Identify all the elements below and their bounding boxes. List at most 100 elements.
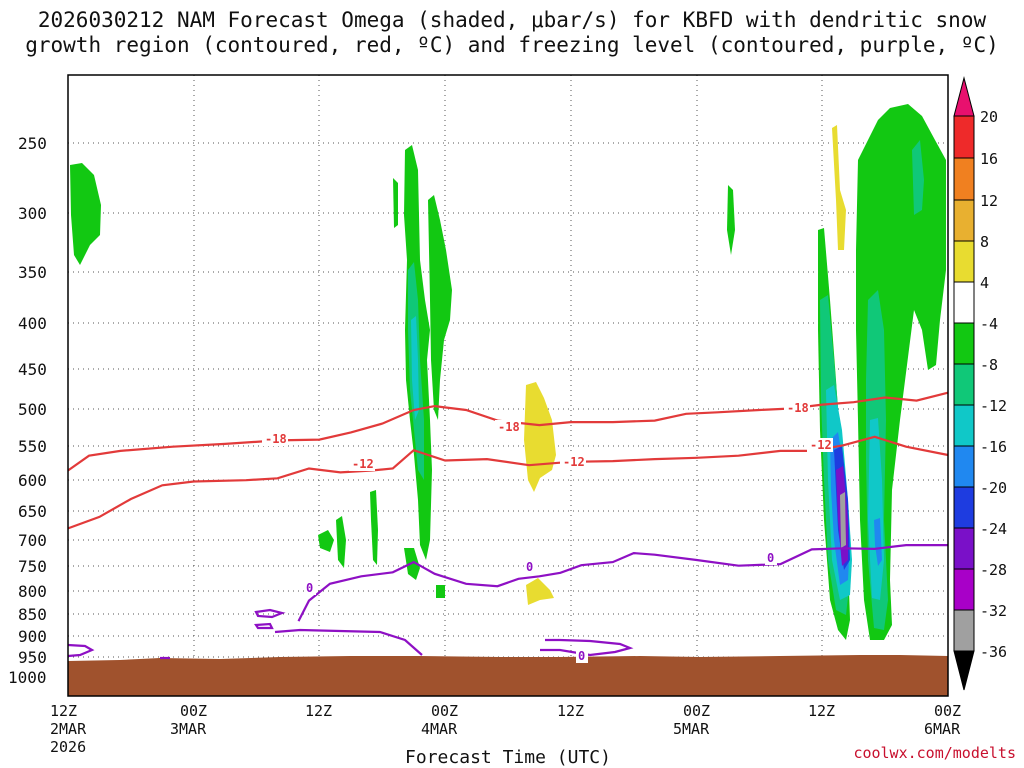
- colorbar-label: 8: [980, 233, 989, 251]
- y-tick-label: 900: [18, 627, 47, 646]
- colorbar-label: -28: [980, 561, 1007, 579]
- colorbar-label: -4: [980, 315, 998, 333]
- omega-region-teal-upper: [912, 140, 924, 215]
- x-axis: 12Z 2MAR 2026 00Z 3MAR 12Z 00Z 4MAR 12Z …: [50, 702, 961, 768]
- contour-label-minus12-c: -12: [810, 438, 832, 452]
- colorbar-label: -12: [980, 397, 1007, 415]
- colorbar-box-2: [953, 157, 975, 201]
- y-tick-label: 450: [18, 360, 47, 379]
- x-tick-label: 12Z: [50, 702, 77, 720]
- y-tick-label: 500: [18, 400, 47, 419]
- x-tick-label: 12Z: [305, 702, 332, 720]
- x-tick-label: 4MAR: [421, 720, 458, 738]
- y-tick-label: 550: [18, 437, 47, 456]
- colorbar-top-arrow: [953, 76, 975, 117]
- colorbar-label: -20: [980, 479, 1007, 497]
- colorbar-box-10: [953, 486, 975, 529]
- contour-line-2: [67, 435, 949, 530]
- chart-title-line-1: 2026030212 NAM Forecast Omega (shaded, μ…: [37, 8, 987, 32]
- colorbar-box-3: [953, 199, 975, 242]
- colorbar-box-7: [953, 363, 975, 406]
- omega-region-yellow-5mar-upper: [832, 125, 846, 250]
- colorbar-box-5: [953, 281, 975, 324]
- omega-region-green-early: [70, 163, 101, 265]
- contour-label-minus12-b: -12: [563, 455, 585, 469]
- contour-label-minus12-a: -12: [352, 457, 374, 471]
- x-tick-label: 00Z: [934, 702, 961, 720]
- y-tick-label: 400: [18, 314, 47, 333]
- omega-region-yellow-4mar-low: [526, 578, 554, 605]
- x-tick-label: 12Z: [557, 702, 584, 720]
- contour-label-zero-d: 0: [578, 649, 585, 663]
- colorbar-label: 16: [980, 150, 998, 168]
- x-tick-label: 2026: [50, 738, 86, 756]
- y-tick-label: 750: [18, 557, 47, 576]
- colorbar-box-9: [953, 445, 975, 488]
- colorbar-box-13: [953, 609, 975, 652]
- y-tick-label: 350: [18, 263, 47, 282]
- contour-label-minus18-b: -18: [498, 420, 520, 434]
- colorbar-label: -8: [980, 356, 998, 374]
- contour-label-zero-a: 0: [306, 581, 313, 595]
- credit-link[interactable]: coolwx.com/modelts: [853, 744, 1016, 762]
- omega-region-green-small-2: [336, 516, 346, 568]
- contour-labels: -18 -18 -18 -12 -12 -12 0 0 0 0: [262, 401, 833, 663]
- x-tick-label: 6MAR: [924, 720, 961, 738]
- y-tick-label: 700: [18, 531, 47, 550]
- x-tick-label: 5MAR: [673, 720, 710, 738]
- y-tick-label: 850: [18, 605, 47, 624]
- x-tick-label: 3MAR: [170, 720, 207, 738]
- contour-line-3: [297, 544, 948, 622]
- x-tick-label: 00Z: [180, 702, 207, 720]
- colorbar-label: -36: [980, 643, 1007, 661]
- omega-region-green-small-5: [436, 585, 445, 598]
- colorbar-label: 12: [980, 192, 998, 210]
- contour-label-minus18-c: -18: [787, 401, 809, 415]
- y-tick-label: 950: [18, 648, 47, 667]
- freezing-level-fragments: [67, 608, 634, 660]
- y-axis: 250 300 350 400 450 500 550 600 650 700 …: [8, 134, 47, 687]
- colorbar-label: 20: [980, 108, 998, 126]
- x-tick-label: 00Z: [431, 702, 458, 720]
- contour-label-zero-b: 0: [526, 560, 533, 574]
- contour-label-minus18-a: -18: [265, 432, 287, 446]
- colorbar-bottom-arrow: [953, 650, 975, 691]
- freezing-fragment-1: [254, 608, 286, 619]
- colorbar-label: -24: [980, 520, 1007, 538]
- omega-shading: [70, 104, 946, 640]
- colorbar-label: 4: [980, 274, 989, 292]
- omega-region-blue-5mar-b: [874, 518, 882, 566]
- x-axis-title: Forecast Time (UTC): [405, 747, 611, 768]
- omega-region-green-5mar-small: [727, 185, 735, 255]
- omega-region-cyan-core-3mar: [411, 316, 419, 420]
- x-tick-label: 00Z: [683, 702, 710, 720]
- surface-ground-fill: [68, 655, 948, 696]
- omega-region-green-wing: [428, 195, 452, 420]
- colorbar-box-11: [953, 527, 975, 570]
- colorbar-label: -16: [980, 438, 1007, 456]
- contour-label-zero-c: 0: [767, 551, 774, 565]
- x-tick-label: 12Z: [808, 702, 835, 720]
- freezing-fragment-4: [540, 638, 634, 657]
- y-tick-label: 250: [18, 134, 47, 153]
- omega-region-gray-5mar: [840, 492, 846, 548]
- colorbar-box-1: [953, 115, 975, 159]
- y-tick-label: 1000: [8, 668, 47, 687]
- colorbar-box-8: [953, 404, 975, 447]
- freezing-fragment-6: [67, 643, 95, 658]
- colorbar-box-4: [953, 240, 975, 283]
- omega-region-green-small-3: [370, 490, 378, 565]
- freezing-fragment-3: [274, 628, 423, 656]
- freezing-fragment-2: [254, 622, 274, 630]
- chart-title-line-2: growth region (contoured, red, ºC) and f…: [25, 33, 999, 57]
- omega-region-green-cell-a: [393, 178, 398, 228]
- y-tick-label: 600: [18, 471, 47, 490]
- y-tick-label: 800: [18, 582, 47, 601]
- plot-border: [67, 74, 949, 697]
- colorbar-label: -32: [980, 602, 1007, 620]
- x-tick-label: 2MAR: [50, 720, 87, 738]
- y-tick-label: 650: [18, 502, 47, 521]
- y-tick-label: 300: [18, 204, 47, 223]
- colorbar-box-6: [953, 322, 975, 365]
